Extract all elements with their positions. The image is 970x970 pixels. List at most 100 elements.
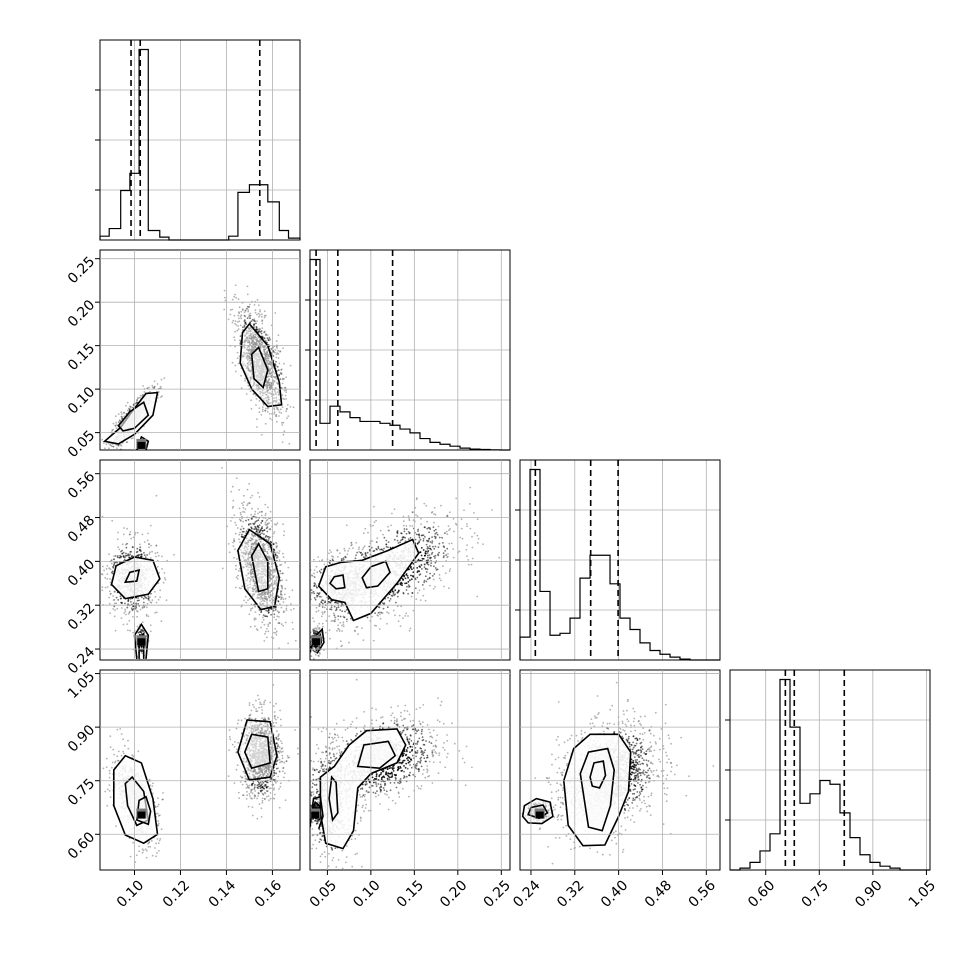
sample-point <box>452 548 455 550</box>
sample-point <box>419 599 422 601</box>
sample-point <box>250 608 252 610</box>
sample-point <box>132 616 134 618</box>
sample-point <box>149 551 151 554</box>
scatter-frame <box>99 459 301 661</box>
sample-point <box>411 568 413 571</box>
sample-point <box>268 538 270 540</box>
sample-point <box>118 548 121 551</box>
sample-point <box>285 408 288 410</box>
sample-point <box>424 536 426 538</box>
sample-point <box>344 555 347 558</box>
sample-point <box>256 520 258 522</box>
sample-point <box>416 515 419 518</box>
sample-point <box>262 403 265 406</box>
sample-point <box>125 613 127 616</box>
sample-point <box>116 538 119 541</box>
sample-point <box>266 337 269 339</box>
sample-point <box>239 335 242 337</box>
sample-point <box>280 369 283 371</box>
sample-point <box>114 425 117 427</box>
sample-point <box>143 605 146 608</box>
sample-point <box>282 598 285 601</box>
sample-point <box>165 599 168 602</box>
sample-point <box>251 318 254 321</box>
sample-point <box>303 411 305 413</box>
sample-point <box>141 394 144 396</box>
sample-point <box>121 552 124 555</box>
sample-point <box>238 587 241 589</box>
sample-point <box>387 541 390 543</box>
sample-point <box>136 615 139 618</box>
sample-point <box>253 528 256 531</box>
sample-point <box>116 561 118 564</box>
sample-point <box>281 424 284 426</box>
sample-point <box>109 443 111 446</box>
sample-point <box>466 544 468 546</box>
sample-point <box>253 304 256 306</box>
sample-point <box>234 284 237 287</box>
sample-point <box>257 519 260 522</box>
sample-point <box>327 598 330 600</box>
sample-point <box>238 312 241 315</box>
sample-point <box>314 583 317 585</box>
sample-point <box>266 334 269 336</box>
sample-point <box>155 545 158 547</box>
sample-point <box>344 549 346 552</box>
sample-point <box>313 558 315 561</box>
sample-point <box>377 547 380 550</box>
sample-point <box>257 528 260 531</box>
sample-point <box>233 514 236 516</box>
sample-point <box>131 546 134 548</box>
sample-point <box>245 519 247 522</box>
sample-point <box>272 532 275 535</box>
sample-point <box>136 625 139 628</box>
sample-point <box>329 562 331 565</box>
sample-point <box>287 642 289 645</box>
sample-point <box>270 348 273 350</box>
sample-point <box>126 401 129 404</box>
sample-point <box>387 612 390 615</box>
sample-point <box>362 556 365 558</box>
density-peak-core <box>137 441 146 449</box>
sample-point <box>289 364 292 367</box>
sample-point <box>371 540 373 542</box>
sample-point <box>253 318 256 320</box>
sample-point <box>345 524 348 527</box>
sample-point <box>254 320 256 323</box>
sample-point <box>129 553 132 556</box>
scatter-panel-2-3 <box>305 459 511 661</box>
sample-point <box>272 548 275 551</box>
sample-point <box>143 606 146 609</box>
sample-point <box>132 403 135 406</box>
sample-point <box>336 630 338 632</box>
sample-point <box>283 386 286 389</box>
sample-point <box>266 411 269 413</box>
sample-point <box>284 597 287 600</box>
sample-point <box>305 536 307 538</box>
sample-point <box>342 623 345 626</box>
sample-point <box>279 569 281 572</box>
sample-point <box>438 536 441 539</box>
sample-point <box>442 552 445 555</box>
sample-point <box>241 308 244 311</box>
sample-point <box>281 394 284 396</box>
histogram-panel-4 <box>725 669 931 871</box>
sample-point <box>279 408 282 411</box>
sample-point <box>273 411 276 414</box>
sample-point <box>342 625 345 628</box>
sample-point <box>254 309 257 311</box>
sample-point <box>158 571 161 574</box>
sample-point <box>303 417 305 419</box>
sample-point <box>244 322 247 325</box>
sample-point <box>275 545 278 548</box>
sample-point <box>235 564 237 567</box>
sample-point <box>263 331 266 334</box>
sample-point <box>249 625 252 628</box>
sample-point <box>277 409 280 411</box>
sample-point <box>305 595 307 597</box>
sample-point <box>322 625 324 628</box>
sample-point <box>280 598 282 601</box>
sample-point <box>285 607 288 610</box>
sample-point <box>116 447 118 449</box>
sample-point <box>305 606 307 608</box>
